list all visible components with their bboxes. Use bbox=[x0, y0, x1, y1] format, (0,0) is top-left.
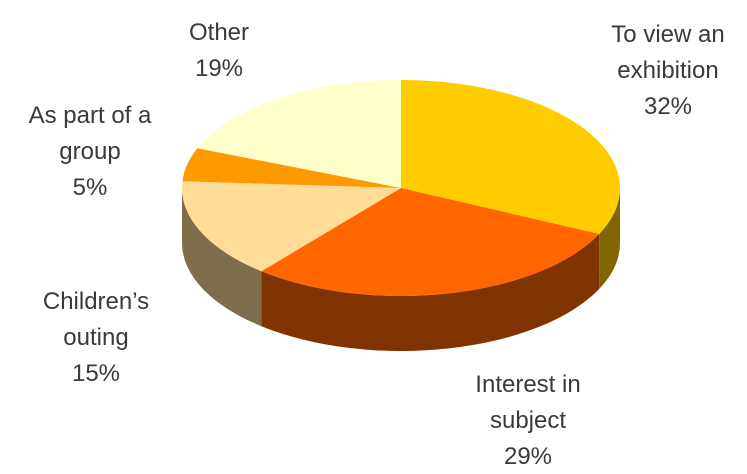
pie-value-label-3: 5% bbox=[73, 174, 108, 201]
pie-value-label-1: 29% bbox=[504, 443, 552, 470]
pie-label-2: Children’s outing 15% bbox=[43, 288, 149, 387]
pie-labels: To view an exhibition 32% Interest in subjec… bbox=[29, 19, 725, 470]
pie-category-label-1: subject bbox=[490, 407, 566, 434]
pie-slice-4 bbox=[197, 80, 401, 188]
pie-slice-1 bbox=[261, 188, 600, 297]
pie-value-label-4: 19% bbox=[195, 55, 243, 82]
pie-category-label-2: Children’s bbox=[43, 288, 149, 315]
pie-category-label-1: Interest in bbox=[475, 371, 580, 398]
pie-category-label-0: To view an bbox=[611, 21, 724, 48]
pie-side-1 bbox=[261, 233, 600, 352]
pie-category-label-2: outing bbox=[63, 324, 128, 351]
pie-category-label-3: group bbox=[59, 138, 120, 165]
pie-label-3: As part of a group 5% bbox=[29, 102, 152, 201]
pie-side-2 bbox=[182, 188, 262, 327]
pie-slice-0 bbox=[401, 80, 620, 234]
pie-slice-2 bbox=[181, 181, 401, 272]
pie-category-label-0: exhibition bbox=[617, 57, 718, 84]
pie-category-label-3: As part of a bbox=[29, 102, 152, 129]
pie-side-0 bbox=[599, 188, 620, 289]
pie-label-4: Other 19% bbox=[189, 19, 249, 82]
pie-category-label-4: Other bbox=[189, 19, 249, 46]
pie-label-1: Interest in subject 29% bbox=[475, 371, 580, 470]
pie-sides bbox=[182, 188, 620, 352]
pie-slice-3 bbox=[182, 148, 401, 188]
pie-value-label-2: 15% bbox=[72, 360, 120, 387]
pie-tops bbox=[181, 80, 620, 297]
pie-value-label-0: 32% bbox=[644, 93, 692, 120]
pie-label-0: To view an exhibition 32% bbox=[611, 21, 724, 120]
